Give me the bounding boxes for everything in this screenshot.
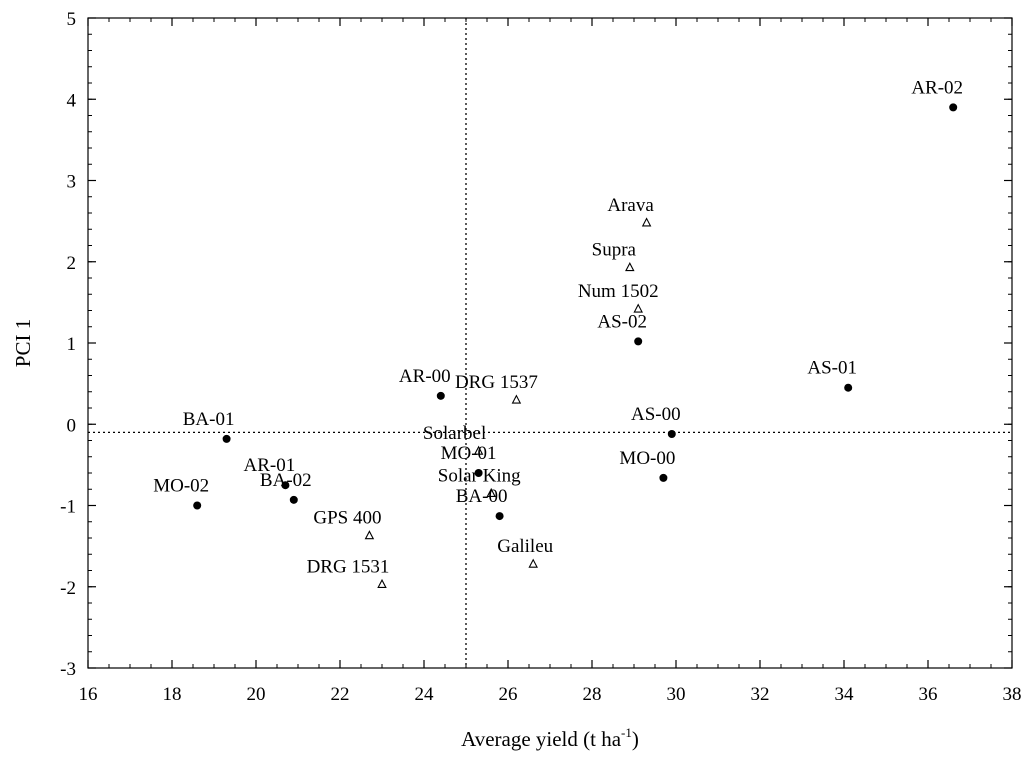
point-label: AR-02 bbox=[911, 77, 963, 98]
y-tick-label: 1 bbox=[67, 334, 77, 355]
y-tick-label: -3 bbox=[60, 659, 76, 680]
point-label: AR-00 bbox=[399, 366, 451, 387]
y-tick-label: 4 bbox=[67, 90, 77, 111]
point-label: Solar King bbox=[438, 465, 521, 486]
point-marker bbox=[643, 219, 651, 226]
point-label: MO-01 bbox=[441, 443, 497, 464]
point-label: DRG 1537 bbox=[455, 372, 538, 393]
x-tick-label: 26 bbox=[499, 684, 518, 705]
point-label: AS-00 bbox=[631, 404, 681, 425]
point-marker bbox=[659, 474, 667, 482]
point-marker bbox=[949, 103, 957, 111]
point-label: DRG 1531 bbox=[307, 556, 390, 577]
point-marker bbox=[844, 384, 852, 392]
point-label: AS-01 bbox=[807, 358, 857, 379]
y-tick-labels: 5 4 3 2 1 0 -1 -2 -3 bbox=[60, 9, 76, 680]
point-marker bbox=[223, 435, 231, 443]
major-ticks bbox=[88, 18, 1012, 668]
y-tick-label: -2 bbox=[60, 578, 76, 599]
point-marker bbox=[626, 263, 634, 270]
x-tick-label: 18 bbox=[163, 684, 182, 705]
x-tick-label: 36 bbox=[919, 684, 938, 705]
point-marker bbox=[193, 502, 201, 510]
point-marker bbox=[290, 496, 298, 504]
point-label: MO-00 bbox=[619, 448, 675, 469]
data-points bbox=[193, 103, 957, 587]
point-marker bbox=[529, 560, 537, 567]
x-tick-label: 20 bbox=[247, 684, 266, 705]
x-tick-label: 34 bbox=[835, 684, 855, 705]
point-marker bbox=[668, 430, 676, 438]
y-axis-label: PCI 1 bbox=[11, 319, 35, 367]
minor-ticks bbox=[88, 18, 1012, 668]
point-label: Arava bbox=[607, 195, 654, 216]
x-tick-label: 22 bbox=[331, 684, 350, 705]
point-marker bbox=[513, 396, 521, 403]
x-tick-label: 38 bbox=[1003, 684, 1022, 705]
point-label: Supra bbox=[592, 239, 637, 260]
x-tick-label: 28 bbox=[583, 684, 602, 705]
point-label: BA-00 bbox=[456, 486, 508, 507]
point-label: Galileu bbox=[497, 536, 553, 557]
point-labels: AR-02 AS-01 AS-02 AS-00 MO-00 AR-00 BA-01 MO-02… bbox=[153, 77, 963, 577]
y-tick-label: 0 bbox=[67, 415, 77, 436]
point-label: Num 1502 bbox=[578, 281, 659, 302]
plot-frame bbox=[88, 18, 1012, 668]
point-marker bbox=[437, 392, 445, 400]
point-label: Solarbel bbox=[423, 423, 486, 444]
point-marker bbox=[366, 531, 374, 538]
y-tick-label: 2 bbox=[67, 253, 77, 274]
point-marker bbox=[634, 337, 642, 345]
point-label: BA-01 bbox=[183, 409, 235, 430]
x-tick-label: 16 bbox=[79, 684, 98, 705]
point-label: MO-02 bbox=[153, 476, 209, 497]
point-label: BA-02 bbox=[260, 470, 312, 491]
x-tick-labels: 16 18 20 22 24 26 28 30 32 34 36 38 bbox=[79, 684, 1022, 705]
x-tick-label: 24 bbox=[415, 684, 435, 705]
point-marker bbox=[496, 512, 504, 520]
y-tick-label: 5 bbox=[67, 9, 77, 30]
y-tick-label: -1 bbox=[60, 497, 76, 518]
point-marker bbox=[378, 580, 386, 587]
point-label: AS-02 bbox=[597, 311, 647, 332]
point-label: GPS 400 bbox=[313, 508, 381, 529]
x-tick-label: 32 bbox=[751, 684, 770, 705]
x-axis-label: Average yield (t ha-1) bbox=[461, 725, 639, 751]
reference-lines bbox=[88, 18, 1012, 668]
x-tick-label: 30 bbox=[667, 684, 686, 705]
y-tick-label: 3 bbox=[67, 172, 77, 193]
